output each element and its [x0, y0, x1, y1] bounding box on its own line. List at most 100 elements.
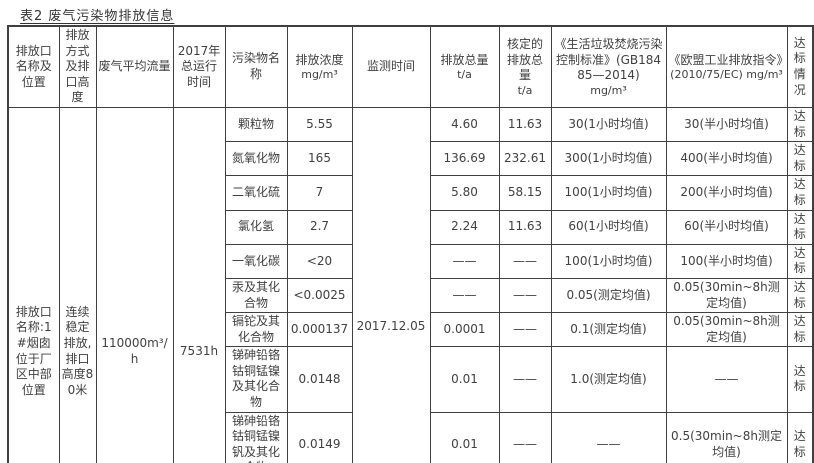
status-cell: 达标	[786, 277, 814, 314]
gb-limit-cell: 100(1小时均值)	[550, 175, 667, 211]
runtime-value-cell: 7531h	[172, 106, 226, 463]
header-pollutant: 污染物名称	[224, 25, 288, 108]
table-row: 汞及其化合物 <0.0025 —— —— 0.05(测定均值) 0.05(30m…	[8, 277, 814, 314]
header-total-label: 排放总量	[440, 52, 489, 67]
concentration-cell: 0.0148	[286, 346, 353, 413]
eu-limit-cell: 0.5(30min~8h测定均值)	[665, 411, 788, 463]
pollutant-name-cell: 氯化氢	[224, 209, 288, 245]
status-cell: 达标	[786, 175, 814, 211]
approved-cell: 11.63	[498, 106, 552, 143]
approved-cell: ——	[498, 243, 552, 279]
eu-limit-cell: 200(半小时均值)	[665, 175, 788, 211]
concentration-cell: <20	[286, 243, 353, 279]
header-gb-unit: mg/m³	[590, 83, 627, 97]
gb-limit-cell: 60(1小时均值)	[550, 209, 667, 245]
pollutant-name-cell: 汞及其化合物	[224, 277, 288, 314]
eu-limit-cell: 0.05(30min~8h测定均值)	[665, 277, 788, 314]
gb-limit-cell: ——	[550, 411, 667, 463]
total-cell: 136.69	[429, 141, 500, 177]
pollutant-name-cell: 镉铊及其化合物	[224, 312, 288, 348]
total-cell: 0.01	[429, 411, 500, 463]
pollutant-name-cell: 颗粒物	[224, 106, 288, 143]
eu-limit-cell: ——	[665, 346, 788, 413]
total-cell: 2.24	[429, 209, 500, 245]
header-status: 达标情况	[786, 25, 814, 108]
total-cell: 0.01	[429, 346, 500, 413]
approved-cell: ——	[498, 312, 552, 348]
total-cell: ——	[429, 277, 500, 314]
table-row: 锑砷铅铬钴铜锰镍钒及其化合物 0.0149 0.01 —— —— 0.5(30m…	[8, 411, 814, 463]
header-method: 排放方式及排口高度	[58, 25, 97, 108]
status-cell: 达标	[786, 243, 814, 279]
status-cell: 达标	[786, 106, 814, 143]
status-cell: 达标	[786, 141, 814, 177]
header-runtime: 2017年总运行时间	[172, 25, 226, 108]
concentration-cell: 0.000137	[286, 312, 353, 348]
approved-cell: ——	[498, 411, 552, 463]
table-row: 镉铊及其化合物 0.000137 0.0001 —— 0.1(测定均值) 0.0…	[8, 312, 814, 348]
pollutant-name-cell: 一氧化碳	[224, 243, 288, 279]
method-info-cell: 连续稳定排放,排口高度80米	[58, 106, 97, 463]
header-flow: 废气平均流量	[95, 25, 174, 108]
header-row: 排放口名称及位置 排放方式及排口高度 废气平均流量 2017年总运行时间 污染物…	[7, 25, 814, 108]
concentration-cell: 0.0149	[286, 411, 353, 463]
header-eu-label: 《欧盟工业排放指令》	[668, 52, 789, 67]
eu-limit-cell: 400(半小时均值)	[665, 141, 788, 177]
table-title: 表2 废气污染物排放信息	[20, 9, 175, 24]
approved-cell: ——	[498, 277, 552, 314]
concentration-cell: 165	[286, 141, 353, 177]
table-row: 氯化氢 2.7 2.24 11.63 60(1小时均值) 60(半小时均值) 达…	[8, 209, 814, 245]
status-cell: 达标	[786, 209, 814, 245]
table-row: 氮氧化物 165 136.69 232.61 300(1小时均值) 400(半小…	[8, 141, 814, 177]
total-cell: 5.80	[429, 175, 500, 211]
table-row: 锑砷铅铬钴铜锰镍及其化合物 0.0148 0.01 —— 1.0(测定均值) —…	[8, 346, 814, 413]
total-cell: 4.60	[429, 106, 500, 143]
gb-limit-cell: 30(1小时均值)	[550, 106, 667, 143]
header-approved-unit: t/a	[517, 83, 533, 97]
eu-limit-cell: 0.05(30min~8h测定均值)	[665, 312, 788, 348]
pollutant-name-cell: 锑砷铅铬钴铜锰镍钒及其化合物	[224, 411, 288, 463]
header-gb-standard: 《生活垃圾焚烧污染控制标准》(GB18485—2014) mg/m³	[550, 25, 667, 108]
concentration-cell: <0.0025	[286, 277, 353, 314]
header-approved-label: 核定的排放总量	[506, 37, 543, 83]
header-concentration: 排放浓度 mg/m³	[286, 25, 353, 108]
table-row: 一氧化碳 <20 —— —— 100(1小时均值) 100(半小时均值) 达标	[8, 243, 814, 279]
status-cell: 达标	[786, 411, 814, 463]
gb-limit-cell: 100(1小时均值)	[550, 243, 667, 279]
pollutant-name-cell: 氮氧化物	[224, 141, 288, 177]
header-gb-label: 《生活垃圾焚烧污染控制标准》(GB18485—2014)	[554, 37, 663, 83]
eu-limit-cell: 100(半小时均值)	[665, 243, 788, 279]
flow-value-cell: 110000m³/h	[95, 106, 174, 463]
approved-cell: 11.63	[498, 209, 552, 245]
gb-limit-cell: 1.0(测定均值)	[550, 346, 667, 413]
status-cell: 达标	[786, 346, 814, 413]
header-concentration-label: 排放浓度	[295, 52, 344, 67]
emissions-table: 排放口名称及位置 排放方式及排口高度 废气平均流量 2017年总运行时间 污染物…	[7, 25, 814, 463]
header-approved: 核定的排放总量 t/a	[498, 25, 552, 108]
total-cell: 0.0001	[429, 312, 500, 348]
header-total: 排放总量 t/a	[429, 25, 500, 108]
pollutant-name-cell: 二氧化硫	[224, 175, 288, 211]
pollutant-name-cell: 锑砷铅铬钴铜锰镍及其化合物	[224, 346, 288, 413]
gb-limit-cell: 300(1小时均值)	[550, 141, 667, 177]
concentration-cell: 7	[286, 175, 353, 211]
total-cell: ——	[429, 243, 500, 279]
header-eu-directive: 《欧盟工业排放指令》 (2010/75/EC) mg/m³	[665, 25, 789, 108]
header-concentration-unit: mg/m³	[301, 68, 338, 82]
gb-limit-cell: 0.05(测定均值)	[550, 277, 667, 314]
concentration-cell: 2.7	[286, 209, 353, 245]
header-monitor-time: 监测时间	[351, 25, 431, 108]
status-cell: 达标	[786, 312, 814, 348]
header-outlet: 排放口名称及位置	[7, 25, 60, 108]
header-eu-unit: (2010/75/EC) mg/m³	[670, 68, 783, 82]
concentration-cell: 5.55	[286, 106, 353, 143]
eu-limit-cell: 30(半小时均值)	[665, 106, 788, 143]
header-total-unit: t/a	[457, 68, 472, 82]
approved-cell: 58.15	[498, 175, 552, 211]
eu-limit-cell: 60(半小时均值)	[665, 209, 788, 245]
approved-cell: ——	[498, 346, 552, 413]
table-row: 排放口名称:1#烟囱 位于厂区中部位置 连续稳定排放,排口高度80米 11000…	[7, 106, 814, 463]
outlet-info-cell: 排放口名称:1#烟囱 位于厂区中部位置	[7, 106, 60, 463]
gb-limit-cell: 0.1(测定均值)	[550, 312, 667, 348]
